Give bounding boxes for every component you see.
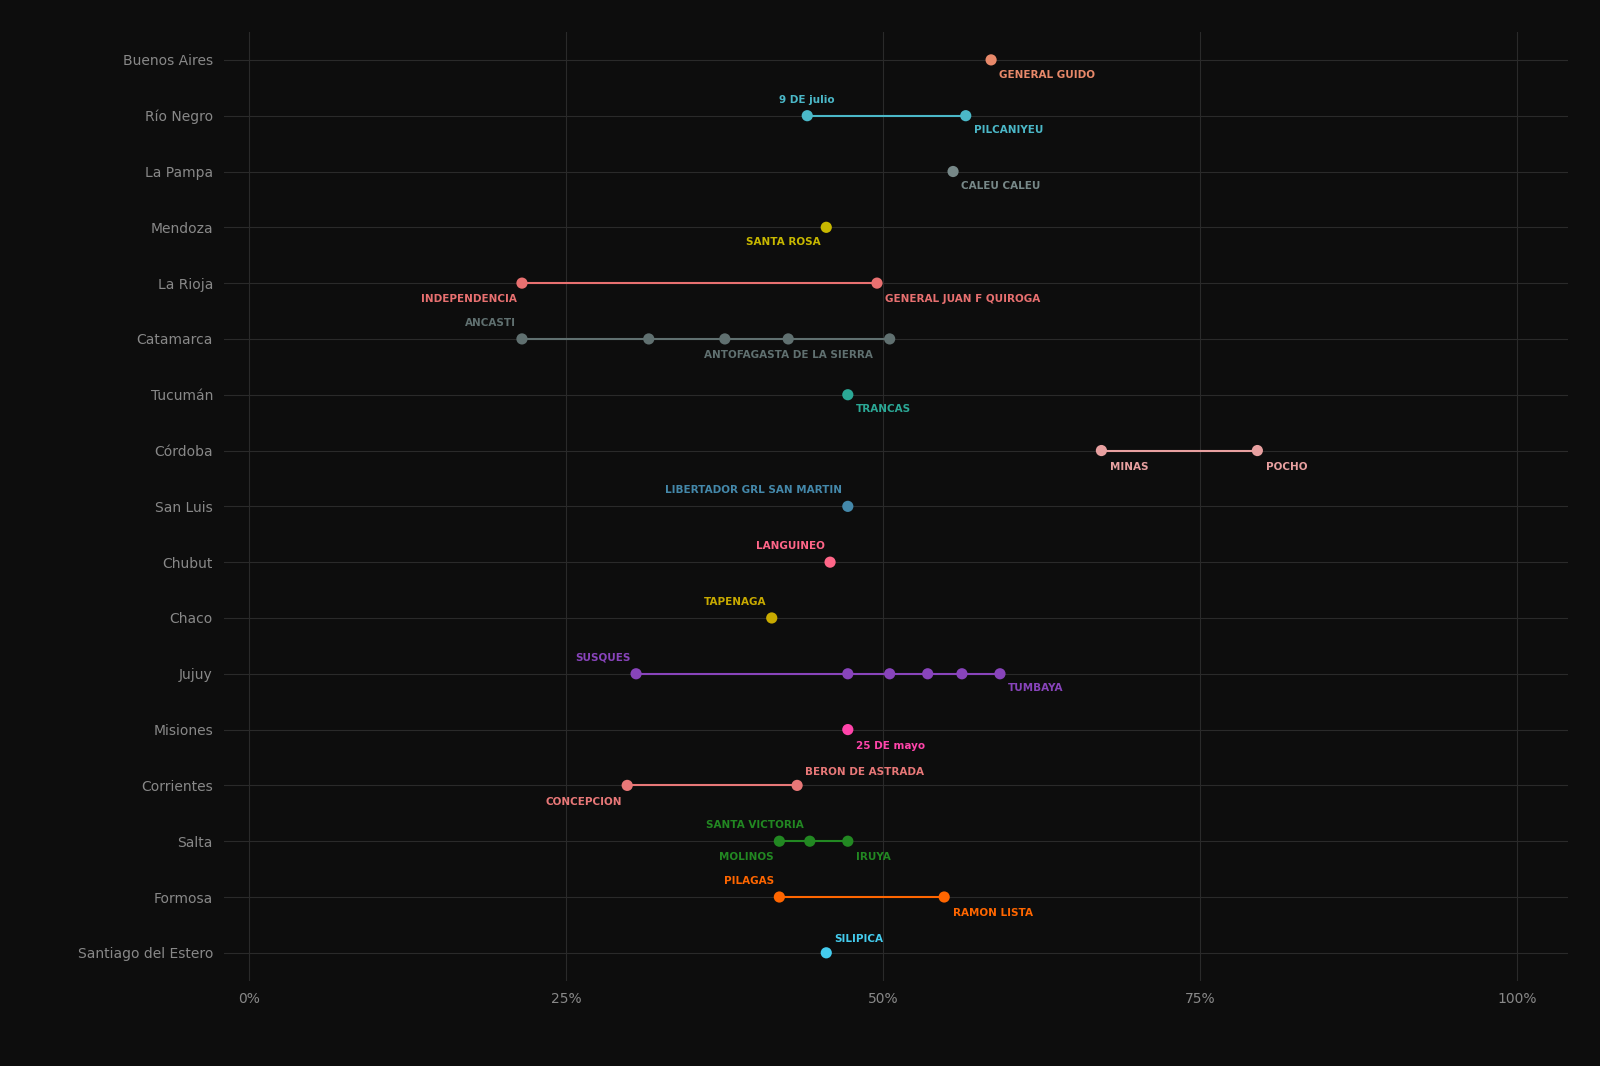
Text: CONCEPCION: CONCEPCION <box>546 796 622 807</box>
Text: SANTA ROSA: SANTA ROSA <box>746 237 821 247</box>
Text: BERON DE ASTRADA: BERON DE ASTRADA <box>805 768 925 777</box>
Text: SANTA VICTORIA: SANTA VICTORIA <box>707 820 805 830</box>
Point <box>509 275 534 292</box>
Point <box>978 51 1003 68</box>
Text: INDEPENDENCIA: INDEPENDENCIA <box>421 294 517 304</box>
Point <box>835 833 861 850</box>
Point <box>864 275 890 292</box>
Point <box>941 163 966 180</box>
Point <box>877 665 902 682</box>
Text: TAPENAGA: TAPENAGA <box>704 597 766 607</box>
Point <box>766 833 792 850</box>
Point <box>624 665 650 682</box>
Text: POCHO: POCHO <box>1266 462 1307 471</box>
Text: GENERAL JUAN F QUIROGA: GENERAL JUAN F QUIROGA <box>885 294 1040 304</box>
Point <box>797 833 822 850</box>
Point <box>1088 442 1114 459</box>
Point <box>635 330 661 348</box>
Text: LANGUINEO: LANGUINEO <box>755 542 824 551</box>
Point <box>712 330 738 348</box>
Text: IRUYA: IRUYA <box>856 853 891 862</box>
Point <box>987 665 1013 682</box>
Text: RAMON LISTA: RAMON LISTA <box>952 908 1032 918</box>
Point <box>835 386 861 403</box>
Point <box>766 888 792 905</box>
Text: GENERAL GUIDO: GENERAL GUIDO <box>1000 69 1096 80</box>
Point <box>758 610 784 627</box>
Text: 25 DE mayo: 25 DE mayo <box>856 741 925 750</box>
Point <box>835 498 861 515</box>
Point <box>835 665 861 682</box>
Point <box>818 553 843 570</box>
Point <box>813 219 838 236</box>
Point <box>614 777 640 794</box>
Text: MOLINOS: MOLINOS <box>718 853 774 862</box>
Point <box>954 108 979 125</box>
Text: ANCASTI: ANCASTI <box>466 318 517 328</box>
Point <box>509 330 534 348</box>
Text: SUSQUES: SUSQUES <box>574 652 630 663</box>
Point <box>776 330 802 348</box>
Text: LIBERTADOR GRL SAN MARTIN: LIBERTADOR GRL SAN MARTIN <box>666 485 842 496</box>
Text: CALEU CALEU: CALEU CALEU <box>962 181 1040 191</box>
Point <box>795 108 821 125</box>
Point <box>784 777 810 794</box>
Text: SILIPICA: SILIPICA <box>835 935 883 944</box>
Point <box>931 888 957 905</box>
Text: 9 DE julio: 9 DE julio <box>779 95 835 104</box>
Text: MINAS: MINAS <box>1110 462 1149 471</box>
Text: PILCANIYEU: PILCANIYEU <box>974 126 1043 135</box>
Point <box>915 665 941 682</box>
Text: TUMBAYA: TUMBAYA <box>1008 683 1064 694</box>
Point <box>835 721 861 738</box>
Point <box>1245 442 1270 459</box>
Text: ANTOFAGASTA DE LA SIERRA: ANTOFAGASTA DE LA SIERRA <box>704 350 872 360</box>
Point <box>949 665 974 682</box>
Text: PILAGAS: PILAGAS <box>723 876 774 886</box>
Point <box>877 330 902 348</box>
Point <box>813 944 838 962</box>
Text: TRANCAS: TRANCAS <box>856 404 912 415</box>
